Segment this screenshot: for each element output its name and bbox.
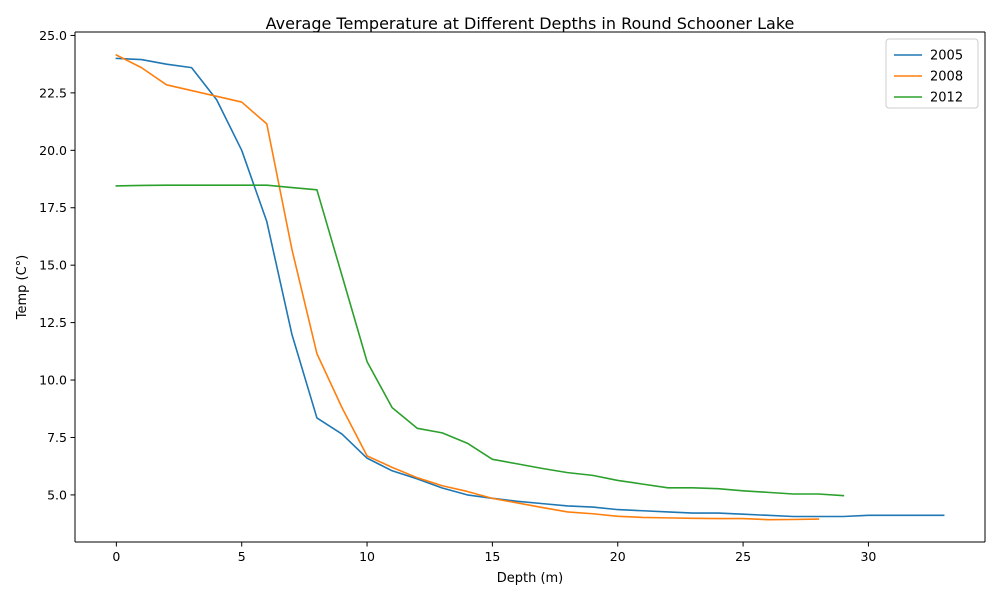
x-tick-label: 20: [610, 549, 626, 564]
legend-box: [885, 38, 979, 109]
y-tick-label: 12.5: [39, 315, 67, 330]
y-axis-ticks: 5.0 7.5 10.0 12.5 15.0 17.5 20.0 22.5 25.0: [39, 28, 75, 502]
legend-label-2005: 2005: [930, 49, 963, 64]
y-tick-label: 5.0: [47, 487, 67, 502]
x-tick-label: 10: [359, 549, 375, 564]
x-tick-label: 0: [112, 549, 120, 564]
x-axis-ticks: 0 5 10 15 20 25 30: [112, 542, 876, 564]
x-tick-label: 15: [484, 549, 500, 564]
series-line-2008: [115, 53, 820, 521]
legend-label-2012: 2012: [930, 91, 963, 106]
legend: 2005 2008 2012: [885, 38, 979, 109]
series-line-2012: [115, 184, 845, 497]
axes-frame: [74, 31, 986, 543]
x-tick-label: 30: [860, 549, 876, 564]
y-tick-label: 10.0: [39, 373, 67, 388]
x-axis-label: Depth (m): [497, 571, 564, 586]
y-tick-label: 7.5: [47, 430, 67, 445]
x-tick-label: 5: [238, 549, 246, 564]
legend-label-2008: 2008: [930, 70, 963, 85]
y-tick-label: 25.0: [39, 28, 67, 43]
x-tick-label: 25: [735, 549, 751, 564]
chart-title: Average Temperature at Different Depths …: [266, 14, 795, 33]
y-axis-label: Temp (C°): [15, 255, 30, 321]
y-tick-label: 17.5: [39, 200, 67, 215]
series-layer: [115, 53, 945, 521]
y-tick-label: 15.0: [39, 258, 67, 273]
y-tick-label: 20.0: [39, 143, 67, 158]
plot-area: [75, 32, 985, 542]
y-tick-label: 22.5: [39, 85, 67, 100]
